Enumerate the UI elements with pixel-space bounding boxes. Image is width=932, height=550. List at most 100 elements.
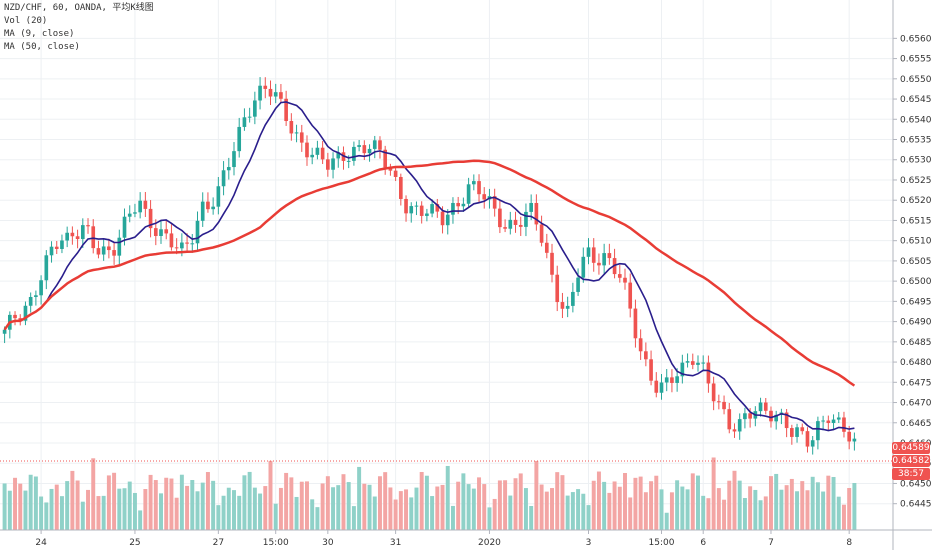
volume-bar — [815, 482, 820, 530]
candle-body — [117, 237, 122, 256]
candle-body — [107, 246, 111, 251]
candle-body — [200, 201, 205, 221]
volume-bar — [821, 491, 826, 530]
volume-bar — [91, 458, 96, 530]
volume-bar — [13, 477, 18, 530]
volume-bar — [388, 487, 393, 530]
volume-bar — [174, 497, 179, 530]
time-tick-label: 3 — [586, 538, 592, 548]
volume-bar — [690, 473, 695, 530]
volume-bar — [654, 475, 659, 530]
volume-bar — [612, 481, 617, 530]
volume-bar — [294, 496, 299, 530]
candle-body — [180, 242, 184, 249]
candle-body — [393, 170, 398, 177]
candle-body — [279, 92, 283, 99]
time-tick-label: 6 — [700, 538, 706, 548]
volume-bar — [200, 482, 205, 530]
volume-bar — [544, 491, 549, 530]
volume-bar — [800, 481, 805, 530]
chart-legend: NZD/CHF, 60, OANDA, 平均K线图 Vol (20) MA (9… — [4, 2, 154, 54]
candle-body — [685, 361, 690, 363]
volume-bar — [367, 484, 372, 530]
candle-body — [602, 253, 606, 266]
volume-bar — [39, 496, 44, 530]
time-tick-label: 15:00 — [263, 538, 289, 548]
candle-body — [852, 438, 857, 442]
candle-body — [211, 206, 215, 210]
candle-body — [576, 277, 580, 292]
volume-bar — [841, 504, 846, 530]
volume-bar — [810, 476, 815, 530]
volume-bar — [96, 496, 101, 530]
candle-body — [75, 236, 80, 240]
candle-body — [216, 186, 221, 207]
volume-bar — [18, 483, 23, 530]
candle-body — [769, 410, 773, 422]
candle-body — [638, 338, 643, 352]
legend-ma50[interactable]: MA (50, close) — [4, 42, 80, 52]
candle-body — [54, 246, 59, 249]
price-tick-label: 0.64450 — [900, 500, 932, 510]
candle-body — [727, 409, 732, 430]
volume-bar — [680, 486, 685, 530]
time-axis[interactable]: 24 25 27 15:00 30 31 2020 3 15:00 6 7 8 — [0, 529, 932, 548]
volume-bar — [696, 475, 700, 530]
candle-body — [65, 232, 69, 241]
candle-body — [690, 361, 695, 365]
candle-body — [586, 247, 591, 257]
volume-bar — [789, 478, 794, 530]
legend-ma9[interactable]: MA (9, close) — [4, 29, 75, 39]
candle-body — [784, 412, 789, 429]
candle-body — [336, 152, 341, 159]
volume-bar — [28, 474, 33, 530]
volume-bar — [711, 457, 716, 530]
volume-bar — [112, 472, 117, 530]
volume-bar — [581, 493, 586, 530]
volume-bar — [649, 481, 654, 530]
volume-bar — [461, 473, 466, 530]
volume-bar — [570, 492, 575, 530]
candle-body — [310, 154, 315, 158]
candle-body — [680, 362, 685, 377]
candle-body — [445, 214, 450, 226]
volume-bar — [477, 477, 482, 530]
volume-bar — [101, 495, 106, 530]
volume-bar — [638, 476, 643, 530]
candle-body — [748, 413, 752, 419]
volume-bar — [550, 488, 554, 530]
legend-symbol[interactable]: NZD/CHF, 60, OANDA, 平均K线图 — [4, 3, 154, 13]
ma-value-tag: 0.64589 — [892, 442, 930, 454]
volume-bar — [706, 498, 711, 530]
volume-bar — [523, 488, 528, 530]
volume-bar — [33, 476, 38, 530]
volume-bar — [153, 480, 158, 530]
candle-body — [503, 227, 507, 229]
candle-body — [477, 181, 481, 195]
candle-body — [425, 213, 429, 216]
candle-body — [842, 417, 846, 432]
volume-bar — [539, 484, 544, 530]
volume-bar — [784, 485, 789, 530]
candle-body — [711, 383, 716, 402]
candle-body — [482, 194, 487, 200]
time-tick-label: 27 — [213, 538, 224, 548]
volume-bar — [372, 496, 377, 530]
candle-body — [581, 256, 586, 278]
candle-body — [305, 142, 309, 158]
candle-body — [195, 220, 200, 244]
legend-volume[interactable]: Vol (20) — [4, 16, 48, 26]
volume-bar — [596, 471, 601, 530]
volume-bar — [518, 473, 523, 530]
volume-bar — [409, 497, 414, 530]
candle-body — [60, 240, 64, 249]
volume-bar — [669, 492, 674, 530]
volume-bar — [560, 475, 565, 530]
volume-bar — [795, 491, 800, 530]
